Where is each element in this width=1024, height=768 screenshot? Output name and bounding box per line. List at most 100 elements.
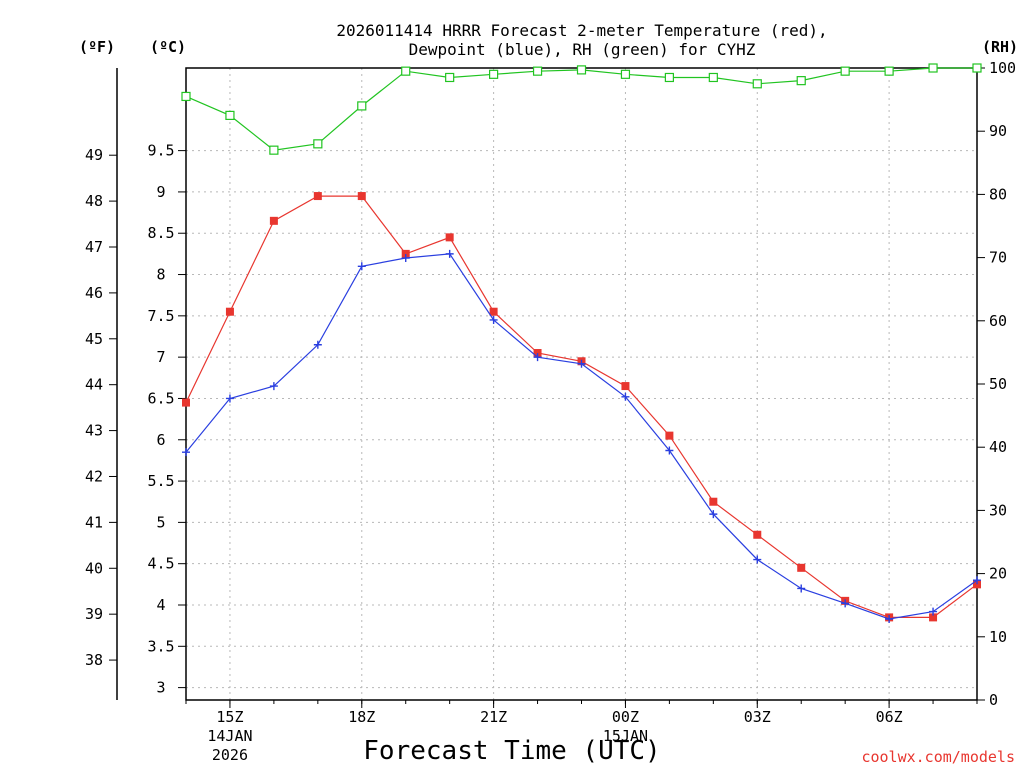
celsius-tick-label: 7.5 xyxy=(147,307,174,325)
temperature-point xyxy=(709,497,718,506)
dewpoint-point xyxy=(401,254,410,263)
dewpoint-point xyxy=(753,555,762,564)
dewpoint-point xyxy=(489,315,498,324)
celsius-tick-label: 6.5 xyxy=(147,389,174,407)
dewpoint-point xyxy=(797,584,806,593)
temperature-point xyxy=(621,382,630,391)
rh-point xyxy=(664,72,674,83)
dewpoint-point xyxy=(182,448,190,457)
rh-point xyxy=(445,72,455,83)
series xyxy=(181,63,982,624)
rh-point xyxy=(181,91,191,102)
fahrenheit-tick-label: 40 xyxy=(85,559,103,577)
temperature-point xyxy=(753,530,762,539)
fahrenheit-tick-label: 49 xyxy=(85,146,103,164)
celsius-tick-label: 4 xyxy=(156,596,165,614)
temperature-point xyxy=(973,580,981,589)
celsius-unit-label: (ºC) xyxy=(150,38,186,56)
fahrenheit-tick-label: 38 xyxy=(85,651,103,669)
celsius-tick-label: 8.5 xyxy=(147,224,174,242)
x-tick-label: 00Z xyxy=(612,708,639,726)
celsius-tick-label: 7 xyxy=(156,348,165,366)
celsius-tick-label: 6 xyxy=(156,431,165,449)
rh-tick-label: 40 xyxy=(989,438,1007,456)
fahrenheit-tick-label: 46 xyxy=(85,284,103,302)
dewpoint-point xyxy=(885,615,894,624)
dewpoint-point xyxy=(709,510,718,519)
temperature-point xyxy=(269,216,278,225)
rh-unit-label: (RH) xyxy=(982,38,1018,56)
chart-title-line2: Dewpoint (blue), RH (green) for CYHZ xyxy=(409,40,756,59)
rh-point xyxy=(928,63,938,73)
dewpoint-point xyxy=(577,359,586,368)
rh-tick-label: 80 xyxy=(989,185,1007,203)
temperature-point xyxy=(665,431,674,440)
temperature-point xyxy=(401,249,410,258)
dewpoint-point xyxy=(533,353,542,362)
dewpoint-line xyxy=(185,253,978,620)
celsius-tick-label: 3.5 xyxy=(147,637,174,655)
x-tick-label: 15Z xyxy=(216,708,243,726)
temperature-point xyxy=(929,613,938,622)
celsius-tick-label: 9.5 xyxy=(147,142,174,160)
fahrenheit-tick-label: 39 xyxy=(85,605,103,623)
celsius-tick-label: 3 xyxy=(156,679,165,697)
fahrenheit-tick-label: 48 xyxy=(85,192,103,210)
rh-tick-label: 100 xyxy=(989,59,1016,77)
rh-point xyxy=(532,66,543,76)
fahrenheit-tick-label: 47 xyxy=(85,238,103,256)
temperature-point xyxy=(313,192,322,201)
rh-point xyxy=(972,63,982,73)
dewpoint-point xyxy=(225,394,234,403)
rh-tick-label: 30 xyxy=(989,501,1007,519)
rh-point xyxy=(620,69,631,79)
rh-point xyxy=(752,79,762,89)
dewpoint-point xyxy=(269,382,278,391)
grid xyxy=(186,68,977,700)
fahrenheit-tick-label: 43 xyxy=(85,422,103,440)
chart-title-line1: 2026011414 HRRR Forecast 2-meter Tempera… xyxy=(336,21,827,40)
rh-point xyxy=(884,66,894,76)
dewpoint-point xyxy=(357,262,366,271)
dewpoint-point xyxy=(929,607,938,616)
x-tick-label: 03Z xyxy=(744,708,771,726)
rh-tick-label: 90 xyxy=(989,122,1007,140)
temperature-point xyxy=(533,349,542,358)
dewpoint-point xyxy=(313,340,322,349)
rh-point xyxy=(708,72,718,83)
rh-line xyxy=(185,67,977,151)
celsius-tick-label: 8 xyxy=(156,266,165,284)
rh-point xyxy=(576,65,587,75)
rh-point xyxy=(357,101,367,111)
rh-tick-label: 10 xyxy=(989,628,1007,646)
celsius-tick-label: 5.5 xyxy=(147,472,174,490)
temperature-point xyxy=(797,563,806,572)
rh-point xyxy=(269,145,279,155)
x-axis-title: Forecast Time (UTC) xyxy=(363,736,660,766)
x-tick-date: 14JAN xyxy=(207,727,252,745)
x-tick-label: 06Z xyxy=(876,708,903,726)
dewpoint-point xyxy=(841,599,850,608)
temperature-line xyxy=(185,195,978,619)
rh-tick-label: 0 xyxy=(989,691,998,709)
celsius-tick-label: 9 xyxy=(156,183,165,201)
dewpoint-point xyxy=(621,392,630,401)
rh-point xyxy=(796,76,806,86)
temperature-point xyxy=(489,307,498,316)
rh-tick-label: 70 xyxy=(989,249,1007,267)
dewpoint-point xyxy=(973,576,981,585)
credit-label: coolwx.com/models xyxy=(861,748,1015,766)
x-tick-year: 2026 xyxy=(212,746,248,764)
dewpoint-point xyxy=(445,249,454,258)
rh-point xyxy=(840,66,850,76)
temperature-point xyxy=(182,398,190,407)
fahrenheit-tick-label: 44 xyxy=(85,376,103,394)
temperature-point xyxy=(225,307,234,316)
dewpoint-point xyxy=(665,446,674,455)
rh-point xyxy=(313,139,323,149)
fahrenheit-tick-label: 45 xyxy=(85,330,103,348)
fahrenheit-unit-label: (ºF) xyxy=(79,38,115,56)
temperature-point xyxy=(445,233,454,242)
